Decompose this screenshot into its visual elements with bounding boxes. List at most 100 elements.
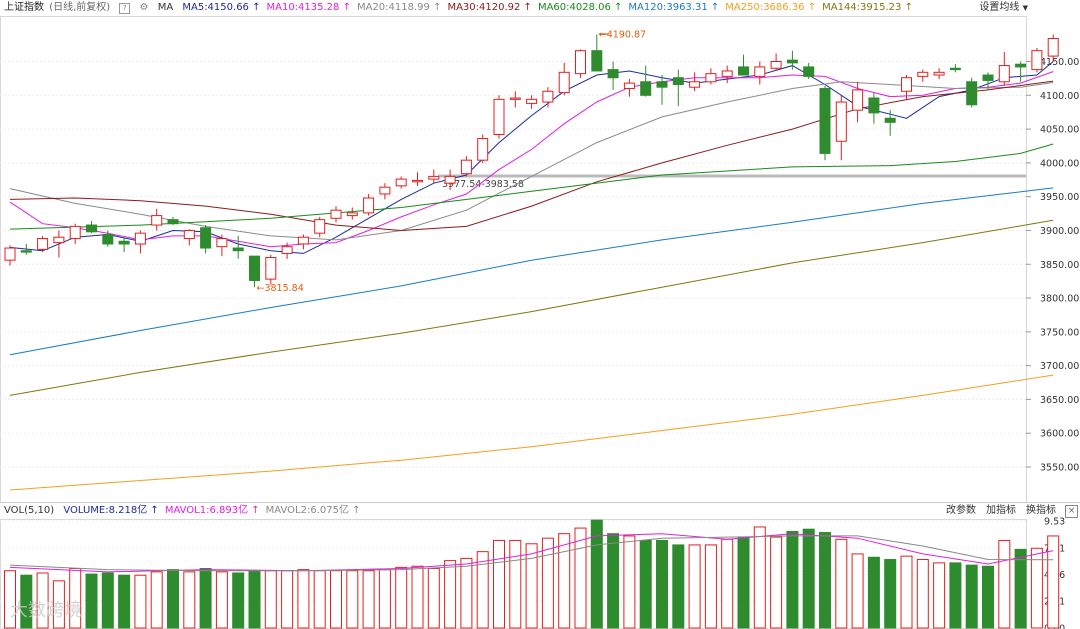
volume-bar [395,566,408,629]
ma-value-0: MA5:4150.66 ↑ [182,2,261,13]
candle-body [428,175,440,180]
candle-body [281,246,293,254]
candle-body [656,81,668,88]
candle-body [118,240,130,245]
volume-bar [721,538,734,629]
candle-body [134,232,146,245]
ma-value-1: MA10:4135.28 ↑ [266,2,351,13]
volume-bar [378,569,391,629]
volume-bar [460,557,473,629]
volume-bar [949,562,962,629]
volume-bar [737,536,750,629]
candle-body [167,219,179,225]
volume-bar [770,536,783,629]
close-icon[interactable]: × [1065,505,1078,518]
volume-bar [607,533,620,629]
ma-legend-bar: 上证指数 (日线,前复权) ? ⚙ MA MA5:4150.66 ↑ MA10:4… [0,0,925,16]
volume-bar [982,565,994,629]
volume-bar [802,528,815,629]
edit-params-button[interactable]: 改参数 [946,505,976,516]
candle-body [770,61,782,69]
volume-bar [965,564,978,629]
volume-bar [52,580,65,629]
candle-body [460,159,472,175]
candle-body [526,98,538,104]
ma-value-4: MA60:4028.06 ↑ [537,2,623,13]
candle-body [363,197,375,214]
volume-bar [362,570,375,629]
volume-bar [656,539,668,629]
candle-body [542,90,554,103]
volume-bar [85,573,98,629]
volume-bar [118,574,131,629]
volume-bar [509,539,522,629]
candle-body [575,50,586,75]
ma-value-3: MA30:4120.92 ↑ [447,2,532,13]
candle-body [803,66,815,77]
candle-body [102,234,114,245]
volume-bar [215,571,228,629]
volume-bar [444,560,457,629]
volume-bar [574,527,587,629]
index-name: 上证指数 [4,2,44,13]
volume-values: VOLUME:8.218亿 ↑ MAVOL1:6.893亿 ↑ MAVOL2:6.0… [63,503,366,519]
candle-body [37,238,49,250]
volume-toolbar: 改参数 加指标 换指标 [936,503,1056,519]
candle-body [640,81,652,96]
price-tick-label: 3700.00 [1040,361,1079,372]
volume-bar [264,570,277,629]
volume-bar [900,555,913,629]
ma-values: MA5:4150.66 ↑ MA10:4135.28 ↑ MA20:4118.99 … [182,0,919,16]
volume-bar [867,556,880,629]
volume-bar [933,562,946,629]
vol-value-2: MAVOL2:6.075亿 ↑ [265,505,361,516]
volume-bar [590,519,603,629]
price-tick-label: 4100.00 [1040,91,1079,102]
candle-body [591,50,603,72]
volume-bar [346,570,359,629]
ma-value-2: MA20:4118.99 ↑ [356,2,442,13]
candle-body [754,66,766,77]
volume-bar [36,572,49,629]
volume-bar [1030,547,1043,629]
candle-body [346,212,358,217]
volume-bar [411,565,424,629]
volume-bar [183,571,196,629]
volume-bar [281,570,294,629]
volume-bar [493,539,505,629]
volume-bar [786,530,799,629]
volume-bar [1047,535,1060,629]
volume-bar [753,526,766,629]
volume-bar [427,567,440,629]
candle-body [672,77,684,85]
candle-body [509,97,521,100]
price-tick-label: 4000.00 [1040,158,1079,169]
volume-bar [525,543,538,629]
candle-body [607,69,619,79]
candle-body [151,215,163,226]
candle-body [379,186,391,195]
help-icon[interactable]: ? [119,3,131,14]
add-indicator-button[interactable]: 加指标 [986,505,1016,516]
gear-icon[interactable]: ⚙ [139,2,149,13]
candle-body [200,227,212,249]
ma-value-6: MA250:3686.36 ↑ [725,2,817,13]
low-price-label: ←3815.84 [257,283,304,294]
volume-bar [297,569,310,629]
set-ma-button[interactable]: 设置均线 ▼ [979,0,1028,16]
candle-body [330,209,342,219]
switch-indicator-button[interactable]: 换指标 [1026,505,1056,516]
volume-bar [688,544,701,629]
volume-bar [639,539,652,629]
candle-body [738,66,749,76]
candle-body [933,71,945,76]
candle-body [477,138,489,161]
volume-bar [623,535,636,629]
candle-body [721,70,733,77]
ma-line-ma5 [9,61,1054,254]
high-price-label: ←4190.87 [599,29,646,40]
candle-body [444,175,456,184]
candle-body [1047,38,1059,57]
candle-body [982,74,994,81]
